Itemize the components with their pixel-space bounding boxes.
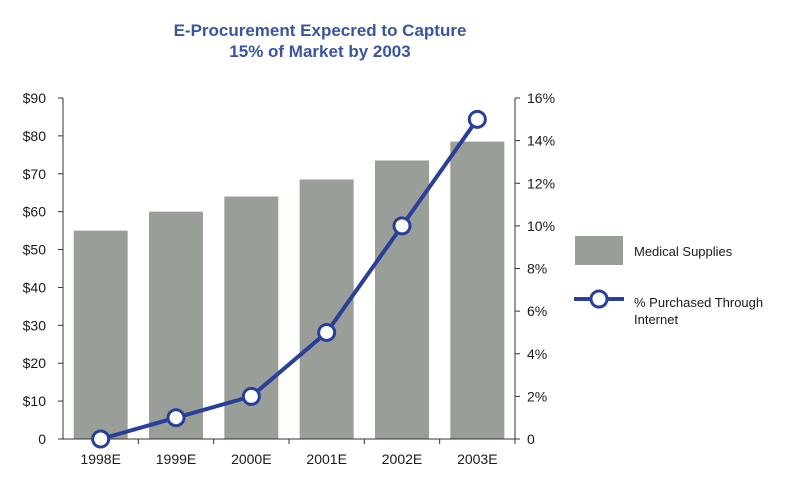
right-tick-label: 0 xyxy=(527,431,535,447)
left-tick-label: $60 xyxy=(23,204,47,220)
axes xyxy=(62,98,516,440)
x-tick-label: 2000E xyxy=(231,451,271,467)
line-series xyxy=(91,109,487,449)
x-axis-ticks: 1998E 1999E 2000E 2001E 2002E 2003E xyxy=(80,439,516,467)
bar-1998E xyxy=(73,230,128,439)
x-tick-label: 2001E xyxy=(306,451,346,467)
x-tick-label: 1999E xyxy=(156,451,196,467)
line-marker-1999E xyxy=(166,408,186,428)
line-marker-1998E xyxy=(91,429,111,449)
right-tick-label: 2% xyxy=(527,388,547,404)
left-tick-label: $40 xyxy=(23,279,47,295)
line-marker-2000E xyxy=(241,386,261,406)
bar-2002E xyxy=(375,160,429,439)
left-tick-label: $80 xyxy=(23,128,47,144)
chart-title-line-2: 15% of Market by 2003 xyxy=(229,42,411,61)
left-tick-label: $70 xyxy=(23,166,47,182)
left-tick-label: $50 xyxy=(23,242,47,258)
left-tick-label: 0 xyxy=(38,431,46,447)
bar-series xyxy=(73,141,505,440)
x-tick-label: 1998E xyxy=(80,451,120,467)
right-tick-label: 4% xyxy=(527,346,547,362)
right-tick-label: 8% xyxy=(527,261,547,277)
line-percent-internet xyxy=(100,118,479,441)
bar-1999E xyxy=(149,211,203,439)
chart-title: E-Procurement Expecred to Capture 15% of… xyxy=(40,20,600,62)
right-tick-label: 14% xyxy=(527,133,555,149)
bar-2001E xyxy=(299,179,354,439)
legend-bar-swatch xyxy=(575,236,623,265)
right-tick-label: 10% xyxy=(527,218,555,234)
x-tick-label: 2003E xyxy=(457,451,497,467)
left-axis-ticks: 0 $10 $20 $30 $40 $50 $60 $70 $80 $90 xyxy=(23,90,63,447)
right-tick-label: 12% xyxy=(527,175,555,191)
line-marker-2003E xyxy=(467,109,487,129)
left-tick-label: $30 xyxy=(23,317,47,333)
left-tick-label: $10 xyxy=(23,393,47,409)
chart-title-line-1: E-Procurement Expecred to Capture xyxy=(173,21,467,40)
legend-label-percent-internet: % Purchased Through Internet xyxy=(634,295,764,327)
right-tick-label: 6% xyxy=(527,303,547,319)
right-axis-ticks: 0 2% 4% 6% 8% 10% 12% 14% 16% xyxy=(515,90,555,447)
x-tick-label: 2002E xyxy=(382,451,422,467)
right-tick-label: 16% xyxy=(527,90,555,106)
legend-label-medical-supplies: Medical Supplies xyxy=(634,244,733,259)
line-marker-2002E xyxy=(392,216,412,236)
left-tick-label: $20 xyxy=(23,355,47,371)
line-marker-2001E xyxy=(317,322,337,342)
bar-2003E xyxy=(450,141,505,440)
legend-line-swatch xyxy=(574,289,624,309)
left-tick-label: $90 xyxy=(23,90,47,106)
